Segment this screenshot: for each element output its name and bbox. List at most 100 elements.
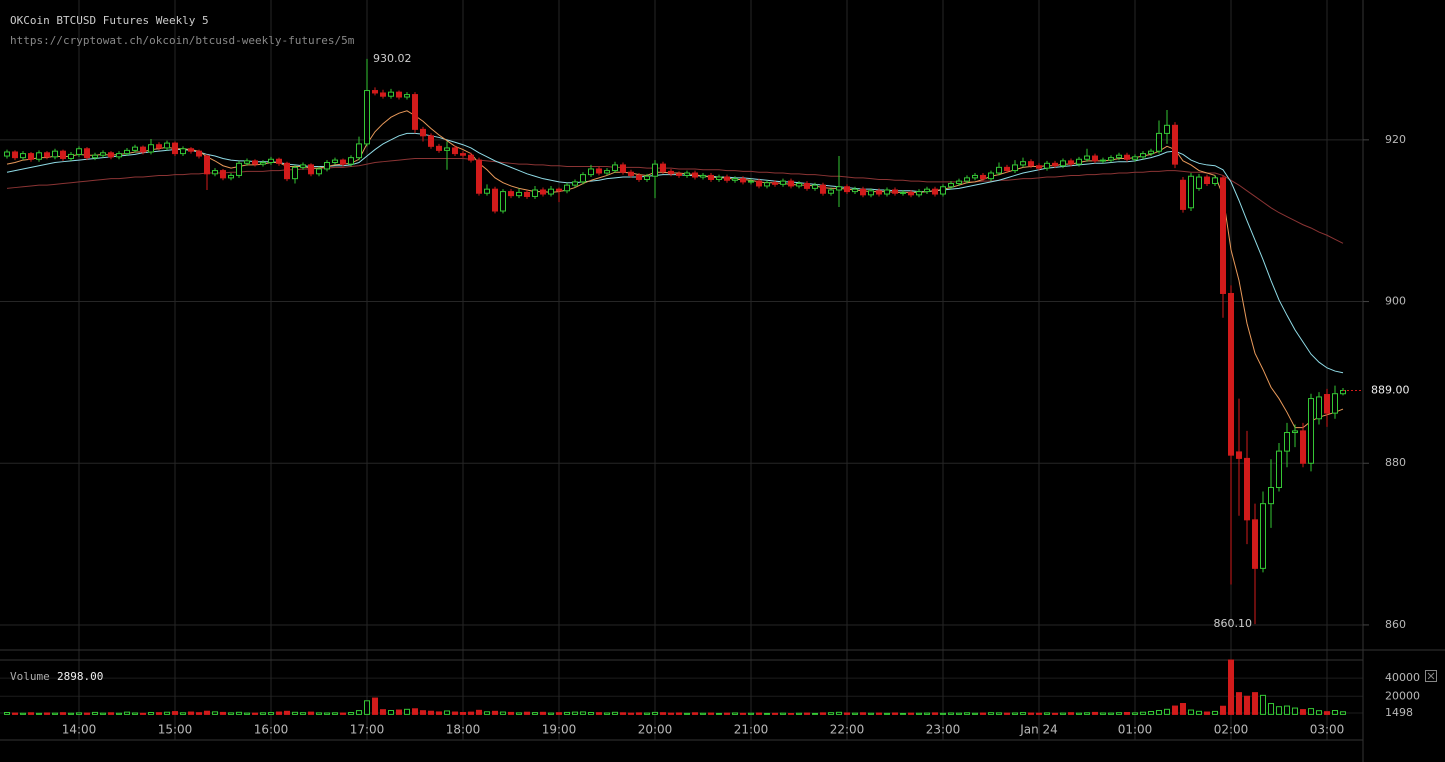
volume-bar [596,712,602,715]
volume-bar [836,711,842,715]
candle-body [612,164,618,172]
candle-body [204,155,210,175]
y-tick-label: 880 [1385,456,1406,469]
volume-bar [964,712,970,715]
candle-body [148,144,154,153]
moving-average [6,110,1344,429]
candle-body [980,174,986,180]
volume-bar [164,711,170,715]
volume-bar [140,712,146,715]
volume-bar [508,711,514,715]
candle-body [668,170,674,175]
candle-body [804,183,810,189]
candle-body [1132,156,1138,160]
volume-bar [228,712,234,715]
volume-bar [916,712,922,715]
volume-bar [484,711,490,715]
candle-body [1100,159,1106,162]
candle-body [476,159,482,194]
volume-bar [44,712,50,715]
volume-bar [388,710,394,715]
candle-body [140,146,146,153]
candle-body [164,142,170,149]
volume-bar [84,712,90,715]
volume-bar [1308,708,1314,715]
volume-bar [1204,711,1210,715]
candle-body [796,183,802,187]
candle-body [332,159,338,164]
candle-body [628,171,634,176]
candle-body [900,191,906,194]
volume-bar [1228,659,1234,715]
volume-bar [1244,695,1250,715]
volume-bar [524,711,530,715]
candle-body [108,152,114,158]
candle-body [52,150,58,158]
candle-body [1292,430,1298,434]
volume-bar [924,712,930,715]
candle-body [100,152,106,156]
candle-body [1260,503,1266,569]
low-label: 860.10 [1214,617,1253,630]
candle-body [700,174,706,178]
candle-body [132,146,138,151]
candle-body [388,91,394,97]
candle-body [1052,162,1058,167]
candle-body [948,183,954,188]
volume-bar [28,712,34,715]
volume-bar [204,710,210,715]
candle-body [1308,398,1314,464]
candle-body [884,189,890,195]
volume-tick-label: 20000 [1385,689,1420,702]
volume-bar [828,712,834,715]
volume-bar [1340,711,1346,715]
volume-bar [988,712,994,715]
chart-subtitle: https://cryptowat.ch/okcoin/btcusd-weekl… [10,34,355,47]
volume-bar [316,712,322,715]
candle-body [1316,396,1322,420]
volume-bar [668,712,674,715]
volume-bar [1284,705,1290,715]
volume-bar [36,712,42,715]
volume-bar [804,712,810,715]
x-tick-label: 19:00 [542,723,577,737]
volume-bar [1268,703,1274,715]
candle-body [252,160,258,165]
candle-body [12,151,18,159]
volume-bar [372,697,378,715]
volume-bar [860,712,866,715]
candle-body [708,174,714,180]
volume-bar [540,711,546,715]
volume-bar [740,712,746,715]
candle-body [1044,162,1050,169]
candle-body [836,186,842,191]
candle-body [556,188,562,192]
volume-bar [556,712,562,715]
volume-bar [92,711,98,715]
volume-bar [1164,708,1170,715]
volume-bar [1156,710,1162,715]
volume-bar [1324,711,1330,715]
volume-bar [1124,711,1130,715]
volume-bar [1276,706,1282,715]
volume-bar [108,712,114,715]
volume-bar [476,709,482,715]
volume-bar [332,712,338,715]
candle-body [1092,155,1098,162]
volume-bar [756,712,762,715]
candle-body [996,166,1002,174]
candle-body [1284,432,1290,452]
volume-bar [748,712,754,715]
candle-body [652,163,658,177]
volume-bar [380,709,386,715]
volume-bar [900,712,906,715]
close-icon [1427,672,1435,680]
close-button[interactable] [1425,670,1437,682]
high-label: 930.02 [373,52,412,65]
candle-body [812,184,818,189]
volume-bar [1180,703,1186,715]
volume-bar [1044,712,1050,715]
candle-body [892,189,898,194]
volume-bar [1116,712,1122,715]
candle-body [692,172,698,178]
